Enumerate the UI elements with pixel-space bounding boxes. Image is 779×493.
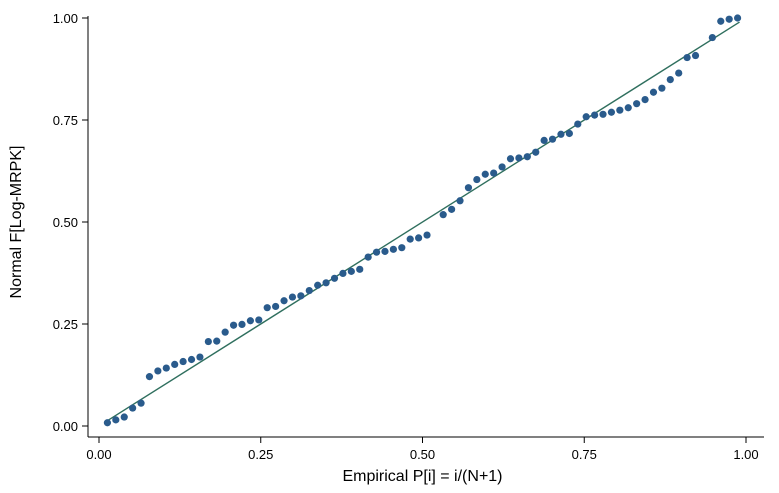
data-point (204, 337, 212, 346)
data-point (129, 404, 137, 412)
data-point (591, 111, 599, 119)
data-point (339, 269, 347, 278)
x-tick-label: 0.25 (248, 447, 273, 462)
data-point (557, 130, 565, 138)
data-point (658, 84, 666, 92)
data-point (464, 184, 473, 192)
data-point (356, 265, 364, 273)
x-tick-label: 1.00 (733, 447, 758, 462)
data-point (372, 248, 381, 256)
data-point (717, 17, 725, 25)
data-point (154, 367, 162, 375)
data-point (229, 321, 238, 329)
data-point (187, 355, 196, 364)
data-point (297, 292, 305, 300)
data-point (280, 297, 288, 305)
data-point (246, 317, 254, 325)
data-point (523, 153, 531, 161)
data-point (599, 110, 607, 118)
data-point (398, 244, 406, 252)
data-point (415, 234, 423, 242)
data-point (288, 293, 297, 301)
x-axis-title: Empirical P[i] = i/(N+1) (342, 468, 502, 485)
data-point (305, 286, 313, 295)
data-point (691, 51, 700, 60)
data-point (238, 320, 246, 329)
y-tick-label: 0.75 (53, 113, 78, 128)
data-point (708, 33, 716, 42)
data-point (196, 353, 204, 361)
data-point (633, 100, 641, 108)
data-point (481, 170, 489, 178)
data-point (381, 247, 389, 255)
data-point (725, 15, 733, 23)
data-point (532, 148, 540, 156)
data-point (456, 197, 464, 205)
data-point (641, 96, 649, 104)
data-point (666, 76, 674, 84)
data-point (389, 245, 397, 253)
reference-line-group (105, 21, 740, 423)
y-tick-label: 0.25 (53, 317, 78, 332)
data-point (314, 281, 322, 289)
y-axis-title: Normal F[Log-MRPK] (8, 146, 25, 299)
data-point (423, 231, 431, 239)
x-tick-label: 0.75 (572, 447, 597, 462)
data-point (330, 274, 339, 282)
x-tick-label: 0.00 (86, 447, 111, 462)
data-point (162, 364, 170, 372)
data-point (607, 108, 616, 116)
x-tick-label: 0.50 (410, 447, 435, 462)
data-points (103, 14, 742, 427)
data-point (213, 337, 221, 345)
data-point (263, 304, 271, 312)
data-point (574, 120, 582, 128)
y-tick-label: 1.00 (53, 11, 78, 26)
data-point (272, 302, 280, 311)
data-point (406, 235, 414, 243)
data-point (733, 14, 742, 22)
data-point (498, 163, 506, 171)
data-point (506, 155, 515, 163)
y-tick-label: 0.50 (53, 215, 78, 230)
data-point (624, 104, 632, 112)
data-point (473, 175, 481, 184)
data-point (448, 205, 456, 213)
data-point (540, 136, 548, 144)
data-point (322, 279, 330, 287)
data-point (120, 413, 128, 421)
data-point (515, 154, 523, 162)
data-point (683, 53, 691, 62)
data-point (675, 69, 683, 77)
data-point (649, 88, 658, 96)
data-point (439, 211, 447, 219)
data-point (616, 106, 624, 114)
reference-line (105, 21, 740, 423)
data-point (347, 267, 355, 275)
data-point (582, 113, 590, 121)
data-point (221, 328, 229, 336)
data-point (137, 399, 145, 407)
data-point (179, 357, 187, 366)
data-point (171, 360, 179, 368)
data-point (548, 135, 557, 143)
axes: 0.00 0.25 0.50 0.75 1.00 0.00 0.25 0.50 0.75 1.00 (53, 11, 764, 462)
data-point (145, 373, 154, 381)
data-point (112, 416, 120, 424)
data-point (255, 316, 263, 324)
data-point (490, 169, 498, 177)
data-point (364, 253, 372, 261)
data-point (103, 419, 112, 427)
y-tick-label: 0.00 (53, 419, 78, 434)
data-point (565, 129, 573, 138)
